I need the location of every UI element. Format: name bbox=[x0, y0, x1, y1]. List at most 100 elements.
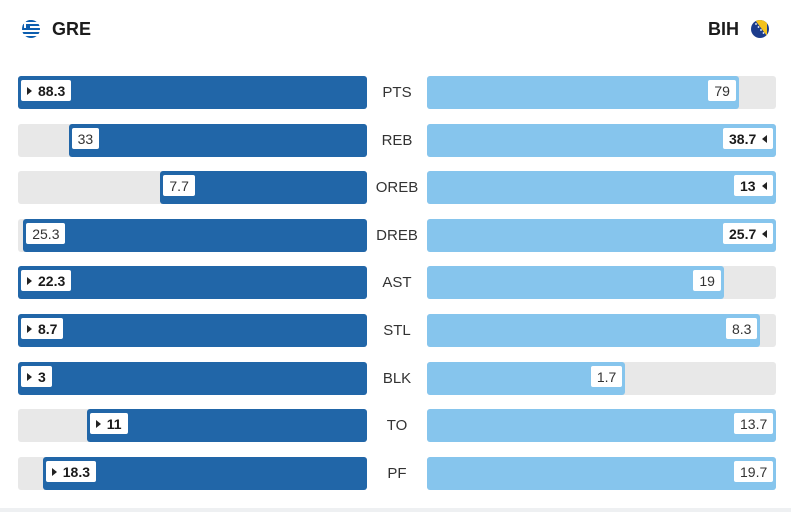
stat-row-reb: 33 REB 38.7 bbox=[0, 124, 791, 157]
gre-value-label: 7.7 bbox=[161, 173, 197, 198]
stat-label: BLK bbox=[382, 370, 412, 387]
bih-bar bbox=[427, 76, 740, 109]
bih-value-text: 25.7 bbox=[729, 225, 757, 242]
bih-value-label: 1.7 bbox=[588, 364, 625, 389]
gre-value-label: 18.3 bbox=[43, 459, 99, 484]
gre-value-text: 88.3 bbox=[38, 82, 66, 99]
team-code-gre: GRE bbox=[52, 18, 92, 39]
stat-label: TO bbox=[386, 417, 408, 434]
leader-arrow-icon bbox=[761, 181, 767, 190]
bih-bar-track: 13.7 bbox=[427, 409, 776, 442]
leader-arrow-icon bbox=[762, 134, 768, 143]
bih-bar-track: 19 bbox=[427, 266, 776, 299]
stat-label: OREB bbox=[375, 179, 419, 196]
gre-bar bbox=[18, 362, 367, 395]
leader-arrow-icon bbox=[27, 372, 32, 381]
bih-bar-track: 8.3 bbox=[427, 314, 776, 347]
leader-arrow-icon bbox=[95, 419, 101, 428]
gre-bar-track: 88.3 bbox=[18, 76, 367, 109]
gre-bar bbox=[23, 219, 367, 252]
bih-bar-track: 1.7 bbox=[427, 362, 776, 395]
gre-value-text: 3 bbox=[38, 368, 46, 385]
stat-row-pts: 88.3 PTS 79 bbox=[0, 76, 791, 109]
gre-value-label: 25.3 bbox=[24, 221, 68, 246]
gre-value-text: 33 bbox=[77, 130, 94, 147]
gre-value-label: 22.3 bbox=[19, 268, 74, 293]
bih-value-label: 38.7 bbox=[721, 126, 776, 151]
bih-value-text: 19 bbox=[699, 272, 715, 289]
gre-value-text: 11 bbox=[106, 415, 122, 432]
stat-row-blk: 3 BLK 1.7 bbox=[0, 362, 791, 395]
stat-label: STL bbox=[383, 322, 411, 339]
gre-bar bbox=[18, 76, 367, 109]
bih-bar bbox=[427, 457, 776, 490]
gre-value-text: 8.7 bbox=[38, 320, 58, 337]
bih-value-text: 1.7 bbox=[596, 368, 617, 385]
stat-row-dreb: 25.3 DREB 25.7 bbox=[0, 219, 791, 252]
gre-value-text: 18.3 bbox=[62, 463, 91, 480]
leader-arrow-icon bbox=[27, 86, 32, 95]
bih-bar-track: 25.7 bbox=[427, 219, 776, 252]
gre-value-label: 3 bbox=[19, 364, 54, 389]
gre-value-text: 7.7 bbox=[169, 177, 189, 194]
gre-value-label: 8.7 bbox=[19, 316, 66, 341]
gre-value-label: 11 bbox=[87, 411, 130, 436]
gre-bar-track: 33 bbox=[18, 124, 367, 157]
bih-value-text: 13 bbox=[740, 177, 756, 194]
stat-row-stl: 8.7 STL 8.3 bbox=[0, 314, 791, 347]
stat-row-ast: 22.3 AST 19 bbox=[0, 266, 791, 299]
stat-row-oreb: 7.7 OREB 13 bbox=[0, 171, 791, 204]
gre-value-text: 22.3 bbox=[38, 272, 66, 289]
bih-value-label: 19 bbox=[691, 268, 723, 293]
bih-bar bbox=[427, 171, 776, 204]
gre-bar bbox=[86, 409, 367, 442]
bih-bar bbox=[427, 266, 725, 299]
gre-value-label: 33 bbox=[69, 126, 102, 151]
gre-bar-track: 7.7 bbox=[18, 171, 367, 204]
bih-value-text: 38.7 bbox=[729, 130, 757, 147]
leader-arrow-icon bbox=[51, 467, 57, 476]
stat-label: REB bbox=[381, 132, 413, 149]
bosnia-flag-icon bbox=[751, 20, 769, 38]
stat-label: PF bbox=[387, 465, 407, 482]
bih-bar bbox=[427, 124, 776, 157]
bih-bar-track: 38.7 bbox=[427, 124, 776, 157]
stat-label: AST bbox=[382, 274, 412, 291]
bih-bar bbox=[427, 219, 776, 252]
team-header-bih: BIH bbox=[708, 16, 771, 42]
bih-value-text: 19.7 bbox=[740, 463, 768, 480]
bih-value-label: 13.7 bbox=[732, 411, 776, 436]
leader-arrow-icon bbox=[27, 276, 32, 285]
stat-label: DREB bbox=[376, 227, 418, 244]
stat-label: PTS bbox=[382, 84, 412, 101]
stat-row-to: 11 TO 13.7 bbox=[0, 409, 791, 442]
bih-value-label: 25.7 bbox=[721, 221, 776, 246]
gre-bar-track: 8.7 bbox=[18, 314, 367, 347]
gre-bar-track: 25.3 bbox=[18, 219, 367, 252]
gre-bar-track: 18.3 bbox=[18, 457, 367, 490]
gre-value-text: 25.3 bbox=[32, 225, 60, 242]
gre-bar bbox=[18, 266, 367, 299]
gre-bar-track: 3 bbox=[18, 362, 367, 395]
gre-value-label: 88.3 bbox=[19, 78, 74, 103]
bih-bar-track: 19.7 bbox=[427, 457, 776, 490]
bih-bar-track: 79 bbox=[427, 76, 776, 109]
leader-arrow-icon bbox=[762, 229, 768, 238]
team-header-gre: GRE bbox=[20, 16, 91, 42]
greece-flag-icon bbox=[22, 20, 40, 38]
stat-row-pf: 18.3 PF 19.7 bbox=[0, 457, 791, 490]
bih-value-label: 19.7 bbox=[732, 459, 776, 484]
bih-bar-track: 13 bbox=[427, 171, 776, 204]
bih-value-label: 13 bbox=[732, 173, 775, 198]
bih-bar bbox=[427, 314, 760, 347]
bih-value-text: 8.3 bbox=[731, 320, 752, 337]
bih-value-label: 79 bbox=[706, 78, 738, 103]
bih-value-label: 8.3 bbox=[723, 316, 760, 341]
gre-bar bbox=[18, 314, 367, 347]
team-code-bih: BIH bbox=[708, 18, 739, 39]
gre-bar-track: 11 bbox=[18, 409, 367, 442]
leader-arrow-icon bbox=[27, 324, 32, 333]
bih-bar bbox=[427, 409, 776, 442]
gre-bar bbox=[68, 124, 367, 157]
